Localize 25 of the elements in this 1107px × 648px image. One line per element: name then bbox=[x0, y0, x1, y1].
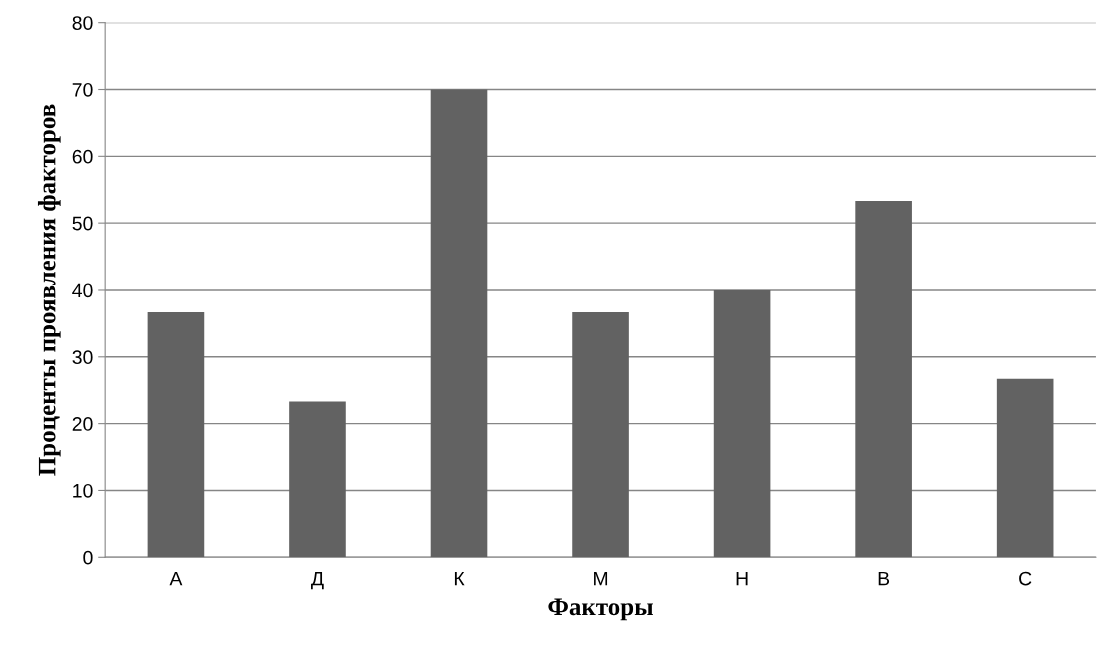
x-axis-title: Факторы bbox=[548, 598, 653, 621]
y-tick-label: 50 bbox=[72, 216, 93, 231]
x-tick-label: Н bbox=[736, 571, 748, 586]
x-tick-label: М bbox=[594, 571, 608, 586]
y-tick-label: 0 bbox=[83, 550, 93, 565]
bar bbox=[147, 312, 205, 558]
y-tick-label: 60 bbox=[72, 149, 93, 164]
bar bbox=[996, 378, 1054, 558]
x-tick-label: А bbox=[169, 571, 183, 586]
bar bbox=[430, 89, 488, 558]
y-tick-label: 20 bbox=[72, 417, 93, 431]
x-tick-label: К bbox=[454, 571, 465, 586]
x-tick-label: Д bbox=[311, 571, 324, 590]
x-tick-label: В bbox=[878, 571, 890, 586]
y-axis-title: Проценты проявления факторов bbox=[37, 104, 61, 476]
bar bbox=[855, 201, 912, 558]
y-tick-label: 40 bbox=[72, 283, 93, 298]
bar bbox=[572, 312, 629, 558]
bar bbox=[713, 289, 771, 558]
bar bbox=[289, 401, 346, 558]
y-tick-label: 80 bbox=[72, 16, 93, 30]
x-tick-label: С bbox=[1019, 571, 1032, 586]
y-tick-label: 70 bbox=[72, 82, 93, 97]
y-tick-label: 10 bbox=[73, 483, 93, 498]
y-tick-label: 30 bbox=[72, 350, 93, 365]
